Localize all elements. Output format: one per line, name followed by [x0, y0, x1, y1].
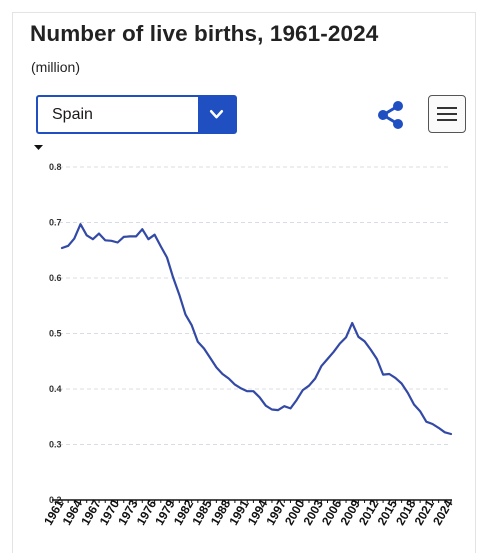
- data-point[interactable]: [336, 339, 344, 347]
- share-icon: [378, 101, 403, 129]
- data-point[interactable]: [89, 235, 97, 243]
- data-point[interactable]: [249, 387, 257, 395]
- data-point[interactable]: [169, 273, 177, 281]
- y-axis-ticks: 0.20.30.40.50.60.70.8: [49, 162, 62, 505]
- data-point[interactable]: [416, 407, 424, 415]
- y-tick-label: 0.8: [49, 162, 62, 172]
- y-tick-label: 0.3: [49, 440, 62, 450]
- data-point[interactable]: [324, 355, 332, 363]
- data-point[interactable]: [206, 354, 214, 362]
- data-point[interactable]: [410, 401, 418, 409]
- y-tick-label: 0.6: [49, 273, 62, 283]
- hamburger-menu-icon: [437, 113, 457, 115]
- data-point[interactable]: [132, 232, 140, 240]
- data-point[interactable]: [95, 230, 103, 238]
- chart-menu-button[interactable]: [428, 95, 466, 133]
- data-point[interactable]: [311, 374, 319, 382]
- data-point[interactable]: [181, 311, 189, 319]
- data-point[interactable]: [194, 338, 202, 346]
- data-point[interactable]: [256, 393, 264, 401]
- data-point[interactable]: [404, 389, 412, 397]
- x-tick: 2024: [430, 497, 456, 527]
- data-point[interactable]: [373, 355, 381, 363]
- data-point[interactable]: [342, 333, 350, 341]
- chart-card: Number of live births, 1961-2024 (millio…: [12, 12, 476, 553]
- data-point[interactable]: [330, 348, 338, 356]
- series-line: [60, 223, 453, 436]
- data-point[interactable]: [286, 404, 294, 412]
- hamburger-menu-icon: [437, 119, 457, 121]
- data-point[interactable]: [200, 344, 208, 352]
- select-dropdown-button[interactable]: [198, 97, 235, 132]
- data-point[interactable]: [114, 238, 122, 246]
- x-tick-label: 2024: [430, 497, 456, 527]
- data-point[interactable]: [367, 346, 375, 354]
- data-point[interactable]: [361, 337, 369, 345]
- chevron-down-icon: [209, 109, 224, 119]
- chart-title: Number of live births, 1961-2024: [30, 21, 379, 46]
- y-tick-label: 0.7: [49, 218, 62, 228]
- data-point[interactable]: [317, 362, 325, 370]
- data-point[interactable]: [138, 225, 146, 233]
- data-point[interactable]: [305, 382, 313, 390]
- grid-lines: [52, 166, 451, 445]
- data-point[interactable]: [293, 396, 301, 404]
- share-button[interactable]: [376, 100, 406, 130]
- data-point[interactable]: [70, 235, 78, 243]
- data-point[interactable]: [157, 242, 165, 250]
- data-point[interactable]: [212, 363, 220, 371]
- y-tick-label: 0.4: [49, 384, 62, 394]
- chart-subtitle: (million): [31, 59, 80, 75]
- series-layer: [60, 220, 455, 438]
- data-point[interactable]: [163, 253, 171, 261]
- x-axis: [52, 499, 452, 503]
- zoom-reset-marker[interactable]: [34, 145, 43, 150]
- y-tick-label: 0.5: [49, 329, 62, 339]
- data-point[interactable]: [188, 321, 196, 329]
- x-axis-ticks: 1961196419671970197319761979198219851988…: [41, 497, 456, 527]
- data-point[interactable]: [175, 291, 183, 299]
- country-select-value: Spain: [52, 106, 93, 123]
- hamburger-menu-icon: [437, 107, 457, 109]
- data-point[interactable]: [225, 374, 233, 382]
- country-select[interactable]: Spain: [36, 95, 237, 134]
- data-point[interactable]: [348, 319, 356, 327]
- data-point[interactable]: [151, 231, 159, 239]
- data-point[interactable]: [391, 374, 399, 382]
- data-point[interactable]: [398, 379, 406, 387]
- data-point[interactable]: [447, 430, 455, 438]
- data-point[interactable]: [77, 220, 85, 228]
- data-point[interactable]: [64, 242, 72, 250]
